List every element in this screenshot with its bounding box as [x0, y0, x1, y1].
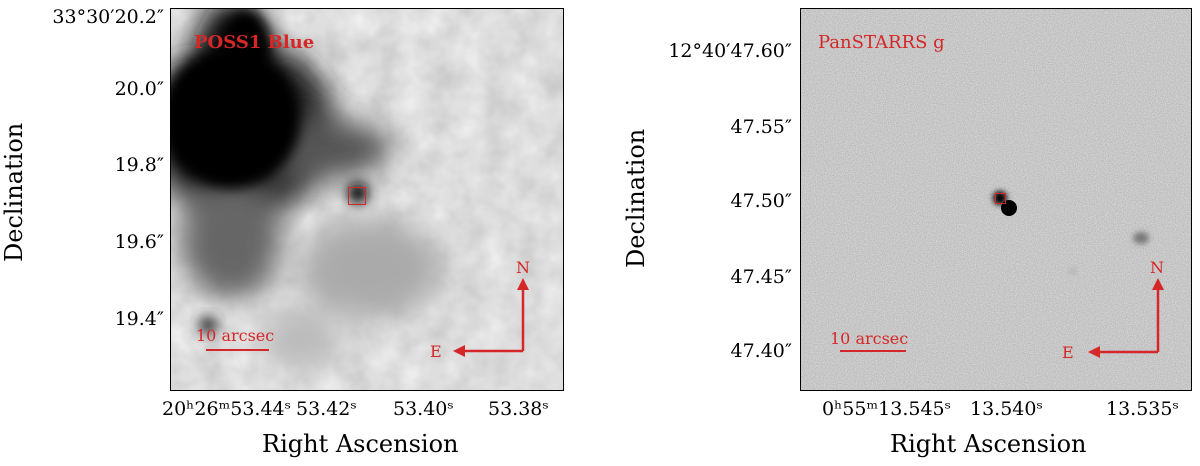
right-scale-bar	[840, 350, 906, 352]
left-x-tick-3: 53.38ˢ	[488, 398, 549, 420]
left-scale-bar	[206, 349, 269, 351]
right-compass-east: E	[1062, 343, 1074, 362]
right-y-tick-2: 47.50″	[730, 190, 793, 212]
right-x-tick-1: 13.540ˢ	[970, 398, 1043, 420]
left-x-tick-0: 20ʰ26ᵐ53.44ˢ	[162, 398, 292, 420]
right-x-tick-0: 0ʰ55ᵐ13.545ˢ	[822, 398, 952, 420]
left-y-tick-1: 20.0″	[114, 78, 164, 100]
right-y-tick-4: 47.40″	[730, 340, 793, 362]
left-x-axis-label: Right Ascension	[262, 430, 459, 458]
right-sky-image	[801, 9, 1191, 390]
right-x-axis-label: Right Ascension	[890, 430, 1087, 458]
left-compass-east: E	[430, 342, 442, 361]
left-x-tick-2: 53.40ˢ	[393, 398, 454, 420]
right-y-tick-1: 47.55″	[730, 116, 793, 138]
right-y-tick-0: 12°40′47.60″	[668, 40, 792, 62]
left-panel-title: POSS1 Blue	[194, 32, 315, 53]
right-image-frame	[800, 8, 1192, 391]
left-compass-north: N	[516, 258, 530, 277]
left-image-frame	[170, 8, 564, 391]
right-compass-north: N	[1150, 258, 1164, 277]
left-y-tick-2: 19.8″	[114, 154, 164, 176]
left-y-tick-0: 33°30′20.2″	[52, 6, 164, 28]
left-compass-arrows	[453, 278, 529, 357]
right-x-tick-2: 13.535ˢ	[1106, 398, 1179, 420]
left-y-tick-3: 19.6″	[114, 231, 164, 253]
right-panel-title: PanSTARRS g	[818, 32, 945, 53]
left-y-tick-4: 19.4″	[114, 308, 164, 330]
left-scale-label: 10 arcsec	[196, 326, 275, 345]
left-y-axis-label: Declination	[0, 122, 28, 262]
left-target-marker	[348, 187, 366, 205]
right-compass-arrows	[1088, 278, 1164, 358]
right-scale-label: 10 arcsec	[830, 329, 909, 348]
right-target-marker	[995, 193, 1006, 204]
right-y-tick-3: 47.45″	[730, 266, 793, 288]
left-sky-image	[171, 9, 563, 390]
right-y-axis-label: Declination	[622, 128, 650, 268]
left-x-tick-1: 53.42ˢ	[296, 398, 357, 420]
